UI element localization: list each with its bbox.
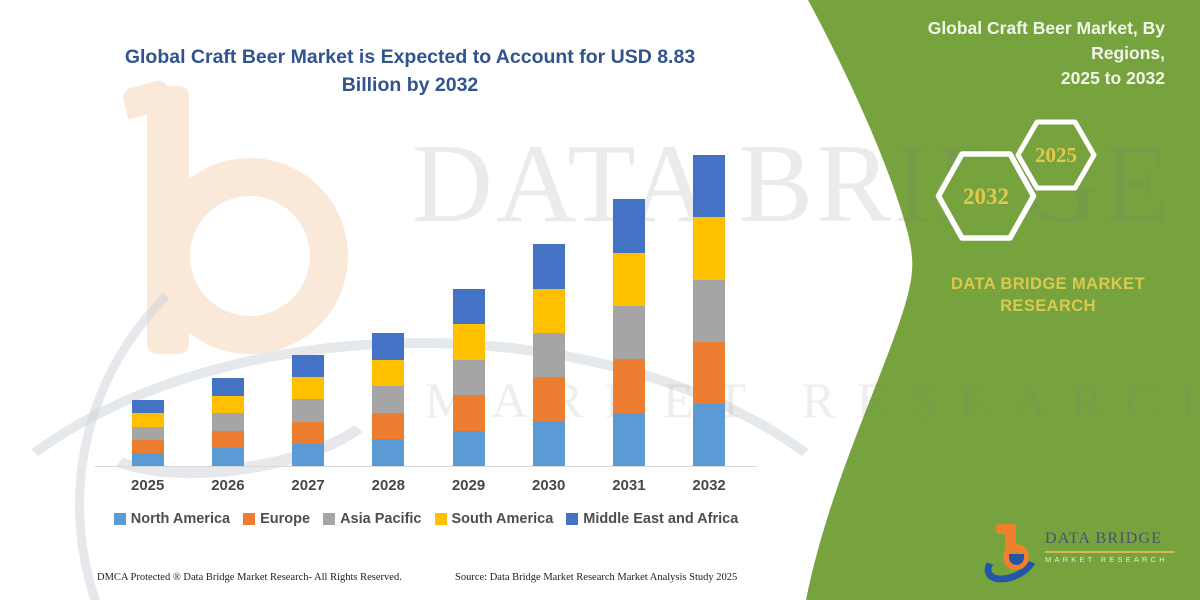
legend-item-europe: Europe — [243, 511, 310, 527]
bar-segment-south-america — [612, 252, 645, 306]
bar-segment-europe — [211, 430, 244, 449]
bar-segment-north-america — [693, 403, 726, 466]
bar-segment-europe — [532, 377, 565, 422]
bar-segment-europe — [612, 359, 645, 413]
legend-label: Europe — [260, 511, 311, 527]
green-panel-title-line1: Global Craft Beer Market, By Regions, — [927, 18, 1165, 63]
bar-segment-middle-east-and-africa — [532, 244, 565, 289]
bar-segment-europe — [131, 439, 164, 453]
green-panel-background — [806, 0, 1200, 600]
logo-b-hook-shape — [996, 524, 1010, 534]
bar-2025 — [131, 400, 164, 466]
bar-segment-middle-east-and-africa — [693, 155, 726, 218]
bar-2028 — [372, 332, 405, 466]
chart-title-line1: Global Craft Beer Market is Expected to … — [124, 46, 696, 68]
bar-segment-middle-east-and-africa — [292, 355, 325, 378]
bar-segment-asia-pacific — [532, 332, 565, 378]
bar-segment-middle-east-and-africa — [211, 378, 244, 396]
footer-source-text: Source: Data Bridge Market Research Mark… — [455, 572, 738, 583]
x-axis-label-2030: 2030 — [532, 477, 566, 494]
x-axis-label-2025: 2025 — [131, 477, 165, 494]
logo-bowl-fill-shape — [1009, 554, 1024, 565]
bar-chart-plot — [0, 0, 760, 466]
legend-swatch-icon — [113, 513, 126, 525]
bar-segment-asia-pacific — [292, 399, 325, 422]
bar-segment-asia-pacific — [693, 279, 726, 342]
chart-title-line2: Billion by 2032 — [341, 73, 479, 96]
bar-segment-south-america — [292, 377, 325, 400]
legend-label: Middle East and Africa — [583, 511, 739, 527]
legend-item-north-america: North America — [113, 511, 231, 527]
x-axis-label-2028: 2028 — [371, 477, 405, 494]
legend-label: Asia Pacific — [340, 511, 422, 527]
bar-2029 — [452, 288, 485, 466]
bar-segment-middle-east-and-africa — [131, 400, 164, 414]
bar-segment-asia-pacific — [452, 359, 485, 396]
x-axis-label-2031: 2031 — [612, 477, 646, 494]
hexagon-2032 — [935, 151, 1037, 241]
logo-text-block: DATA BRIDGE MARKET RESEARCH — [1045, 530, 1175, 564]
legend-swatch-icon — [243, 513, 256, 525]
legend-swatch-icon — [323, 513, 336, 525]
hexagon-2032-label: 2032 — [963, 184, 1009, 209]
bar-segment-europe — [693, 341, 726, 404]
bar-segment-north-america — [372, 439, 405, 466]
logo-b-bowl-shape — [1003, 544, 1029, 570]
bar-segment-europe — [372, 412, 405, 440]
bar-2030 — [532, 244, 565, 466]
bar-segment-south-america — [211, 395, 244, 414]
bar-segment-middle-east-and-africa — [612, 199, 645, 253]
data-bridge-logo-icon — [978, 524, 1044, 591]
bar-2027 — [292, 355, 325, 466]
legend-swatch-icon — [434, 513, 447, 525]
brand-name-text: DATA BRIDGE MARKET RESEARCH — [951, 275, 1145, 316]
bar-segment-north-america — [131, 452, 164, 466]
logo-subtext: MARKET RESEARCH — [1045, 555, 1168, 564]
bar-segment-asia-pacific — [612, 305, 645, 360]
x-axis-label-2029: 2029 — [451, 477, 486, 494]
bar-segment-south-america — [372, 359, 405, 387]
bar-segment-south-america — [693, 217, 726, 280]
bar-segment-europe — [292, 421, 325, 444]
legend-label: North America — [130, 511, 231, 527]
bar-2032 — [693, 155, 726, 466]
bar-segment-north-america — [452, 430, 485, 466]
logo-wordmark: DATA BRIDGE — [1045, 530, 1175, 553]
bar-segment-north-america — [292, 443, 325, 466]
bar-segment-south-america — [131, 413, 164, 427]
bar-segment-north-america — [211, 448, 244, 466]
bar-segment-middle-east-and-africa — [372, 332, 405, 360]
bar-segment-south-america — [452, 324, 485, 360]
chart-legend: North America Europe Asia Pacific South Ame… — [95, 511, 757, 527]
bar-segment-asia-pacific — [211, 413, 244, 431]
legend-item-middle-east-and-africa: Middle East and Africa — [566, 511, 738, 527]
legend-label: South America — [451, 511, 554, 527]
footer-dmca-text: DMCA Protected ® Data Bridge Market Rese… — [97, 572, 402, 583]
bar-segment-south-america — [532, 288, 565, 333]
hexagon-2025-label: 2025 — [1035, 143, 1077, 167]
x-axis-label-2032: 2032 — [692, 477, 726, 494]
bar-segment-north-america — [532, 421, 565, 466]
green-panel-title: Global Craft Beer Market, By Regions, 20… — [858, 16, 1165, 91]
bar-segment-europe — [452, 395, 485, 431]
bar-2026 — [211, 378, 244, 466]
hexagon-2025 — [1015, 119, 1097, 191]
data-bridge-logo: DATA BRIDGE MARKET RESEARCH — [978, 522, 1183, 591]
green-panel-title-line2: 2025 to 2032 — [1060, 67, 1165, 88]
bar-segment-middle-east-and-africa — [452, 288, 485, 325]
legend-item-south-america: South America — [434, 511, 554, 527]
bar-segment-asia-pacific — [372, 386, 405, 413]
x-axis-label-2027: 2027 — [291, 477, 325, 494]
bar-segment-asia-pacific — [131, 426, 164, 440]
chart-title: Global Craft Beer Market is Expected to … — [95, 44, 725, 99]
legend-swatch-icon — [566, 513, 579, 525]
bar-2031 — [612, 199, 645, 466]
hexagon-badges: 2032 2025 — [935, 119, 1097, 241]
bar-segment-north-america — [612, 412, 645, 466]
legend-item-asia-pacific: Asia Pacific — [323, 511, 422, 527]
x-axis-label-2026: 2026 — [211, 477, 245, 494]
x-axis-line — [95, 466, 757, 467]
